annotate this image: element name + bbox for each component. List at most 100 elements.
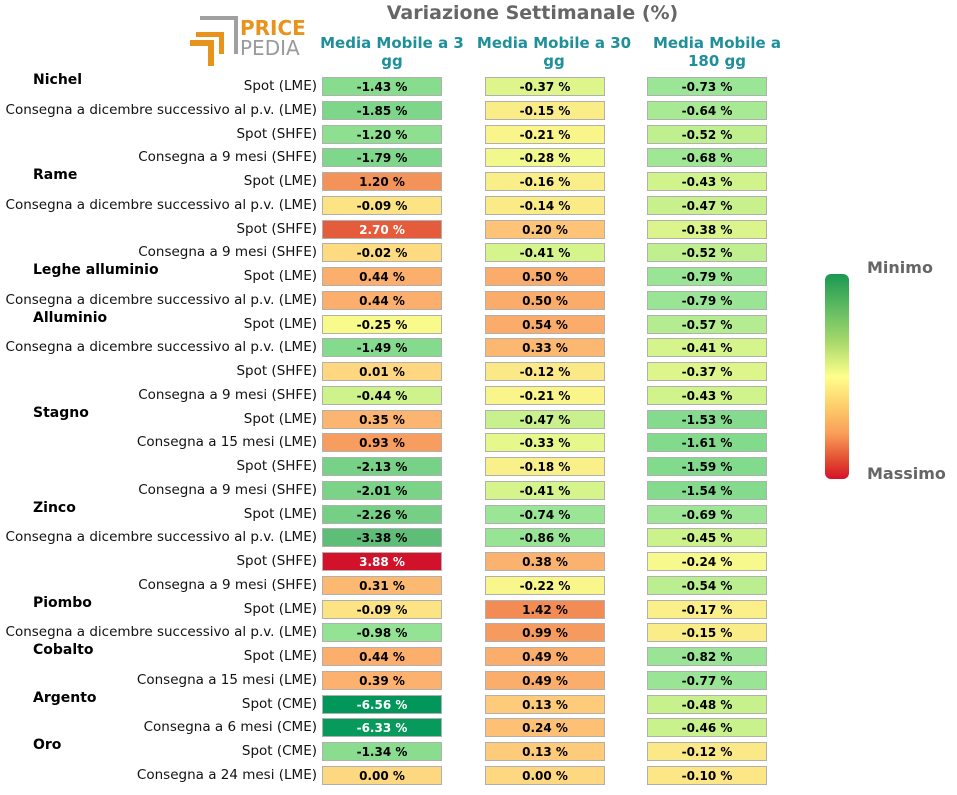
heatmap-cell: -0.09 % (322, 195, 442, 215)
heatmap-cell: 0.39 % (322, 670, 442, 690)
metal-group-label: Argento (33, 689, 97, 706)
heatmap-cell: -6.33 % (322, 718, 442, 738)
row-label: Consegna a dicembre successivo al p.v. (… (5, 339, 317, 356)
row-label: Spot (LME) (243, 505, 317, 522)
heatmap-cell: -0.79 % (647, 267, 767, 286)
heatmap-cell: -0.37 % (647, 362, 767, 381)
row-label: Spot (LME) (243, 78, 317, 94)
heatmap-cell: -0.37 % (485, 77, 605, 96)
heatmap-cell: 3.88 % (322, 552, 442, 571)
heatmap-cell: 0.33 % (485, 338, 605, 358)
metal-group-label: Cobalto (33, 642, 94, 658)
heatmap-cell: -2.26 % (322, 504, 442, 524)
heatmap-cell: -2.13 % (322, 457, 442, 476)
row-label: Spot (LME) (243, 600, 317, 617)
heatmap-cell: 0.20 % (485, 219, 605, 239)
heatmap-cell: -0.68 % (647, 148, 767, 168)
heatmap-cell: -0.41 % (485, 480, 605, 500)
heatmap-cell: 0.44 % (322, 290, 442, 310)
heatmap-cell: -1.49 % (322, 338, 442, 358)
color-scale-bar (825, 274, 849, 479)
heatmap-cell: -0.48 % (647, 694, 767, 714)
row-label: Spot (LME) (243, 315, 317, 332)
heatmap-cell: 0.44 % (322, 267, 442, 286)
heatmap-cell: -0.46 % (647, 718, 767, 738)
heatmap-cell: 0.13 % (485, 742, 605, 761)
heatmap-cell: -0.74 % (485, 504, 605, 524)
heatmap-cell: -0.44 % (322, 385, 442, 405)
heatmap-cell: 0.54 % (485, 314, 605, 334)
heatmap-cell: 0.35 % (322, 409, 442, 429)
row-label: Consegna a 15 mesi (LME) (136, 434, 317, 451)
row-label: Spot (CME) (241, 743, 317, 759)
heatmap-cell: -0.25 % (322, 314, 442, 334)
heatmap-cell: 0.50 % (485, 267, 605, 286)
heatmap-cell: -0.17 % (647, 599, 767, 619)
row-label: Spot (LME) (243, 410, 317, 427)
row-label: Spot (SHFE) (236, 553, 317, 569)
heatmap-cell: -0.24 % (647, 552, 767, 571)
metal-group-label: Leghe alluminio (33, 262, 159, 278)
heatmap-cell: -1.61 % (647, 433, 767, 453)
row-label: Consegna a 6 mesi (CME) (143, 719, 317, 736)
heatmap-cell: -0.57 % (647, 314, 767, 334)
heatmap-cell: -0.82 % (647, 647, 767, 666)
row-label: Consegna a 9 mesi (SHFE) (138, 481, 317, 498)
heatmap-cell: -0.47 % (647, 195, 767, 215)
column-header-180gg: Media Mobile a 180 gg (652, 34, 782, 70)
heatmap-cell: -6.56 % (322, 694, 442, 714)
row-label: Spot (LME) (243, 648, 317, 664)
legend-max-label: Massimo (867, 464, 946, 483)
heatmap-cell: 2.70 % (322, 219, 442, 239)
heatmap-cell: -0.86 % (485, 528, 605, 548)
row-label: Consegna a dicembre successivo al p.v. (… (5, 291, 317, 308)
row-label: Consegna a 9 mesi (SHFE) (138, 576, 317, 593)
row-label: Spot (LME) (243, 268, 317, 284)
heatmap-cell: -0.47 % (485, 409, 605, 429)
heatmap-cell: 0.50 % (485, 290, 605, 310)
heatmap-cell: -0.77 % (647, 670, 767, 690)
heatmap-cell: 1.20 % (322, 172, 442, 191)
row-label: Spot (SHFE) (236, 458, 317, 474)
row-label: Spot (CME) (241, 695, 317, 712)
heatmap-cell: -0.12 % (647, 742, 767, 761)
row-label: Spot (LME) (243, 173, 317, 189)
heatmap-cell: -0.69 % (647, 504, 767, 524)
heatmap-cell: -0.73 % (647, 77, 767, 96)
row-label: Consegna a dicembre successivo al p.v. (… (5, 101, 317, 118)
heatmap-cell: -0.45 % (647, 528, 767, 548)
row-label: Consegna a 15 mesi (LME) (136, 671, 317, 688)
heatmap-cell: -0.02 % (322, 243, 442, 263)
heatmap-cell: -0.41 % (647, 338, 767, 358)
column-header-3gg: Media Mobile a 3 gg (320, 34, 464, 70)
heatmap-cell: -0.21 % (485, 124, 605, 144)
heatmap-cell: -1.43 % (322, 77, 442, 96)
logo-mark-icon (190, 16, 238, 66)
row-label: Consegna a 9 mesi (SHFE) (138, 386, 317, 403)
heatmap-cell: 0.13 % (485, 694, 605, 714)
heatmap-cell: -0.21 % (485, 385, 605, 405)
heatmap-cell: -0.52 % (647, 243, 767, 263)
heatmap-cell: -1.54 % (647, 480, 767, 500)
heatmap-cell: -0.54 % (647, 575, 767, 595)
heatmap-cell: -0.41 % (485, 243, 605, 263)
heatmap-cell: -0.79 % (647, 290, 767, 310)
heatmap-cell: -0.28 % (485, 148, 605, 168)
row-label: Consegna a dicembre successivo al p.v. (… (5, 624, 317, 641)
heatmap-cell: -0.98 % (322, 623, 442, 643)
heatmap-cell: 0.38 % (485, 552, 605, 571)
metal-group-label: Alluminio (33, 309, 108, 326)
heatmap-cell: -0.15 % (647, 623, 767, 643)
row-label: Spot (SHFE) (236, 363, 317, 379)
metal-group-label: Rame (33, 167, 78, 183)
heatmap-cell: -0.09 % (322, 599, 442, 619)
row-label: Spot (SHFE) (236, 125, 317, 142)
heatmap-cell: 0.00 % (322, 765, 442, 785)
row-label: Consegna a dicembre successivo al p.v. (… (5, 196, 317, 213)
heatmap-cell: -3.38 % (322, 528, 442, 548)
column-header-30gg: Media Mobile a 30 gg (476, 34, 632, 70)
heatmap-cell: 0.93 % (322, 433, 442, 453)
heatmap-cell: -0.52 % (647, 124, 767, 144)
row-label: Consegna a 9 mesi (SHFE) (138, 149, 317, 166)
metal-group-label: Stagno (33, 404, 89, 421)
